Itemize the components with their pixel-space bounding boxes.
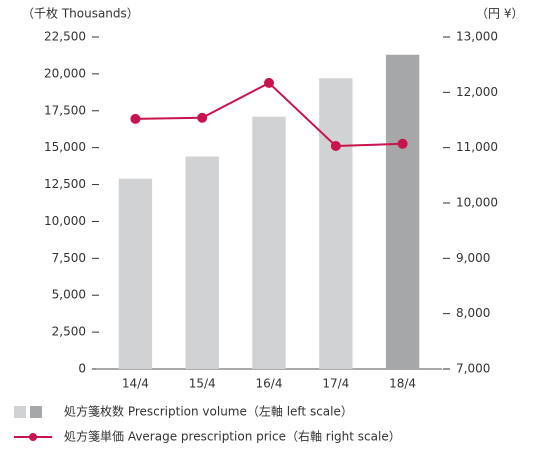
- legend-swatch: [29, 433, 37, 441]
- y-tick-label: 10,000: [44, 214, 86, 228]
- y-tick-label: 2,500: [52, 325, 86, 339]
- y2-axis-label: （円 ¥）: [476, 7, 523, 21]
- bar: [252, 116, 286, 370]
- y-tick-label: 20,000: [44, 66, 86, 80]
- point: [330, 141, 341, 152]
- point: [264, 77, 274, 88]
- y-tick-label: 5,000: [52, 288, 86, 302]
- y-tick-label: 15,000: [44, 140, 86, 154]
- bar: [118, 178, 153, 369]
- y2-tick-label: 10,000: [456, 196, 498, 210]
- x-tick-label: 14/4: [122, 377, 149, 391]
- point: [197, 112, 208, 123]
- legend-label: 処方箋枚数 Prescription volume（左軸 left scale）: [64, 404, 353, 419]
- y2-tick-label: 11,000: [456, 140, 498, 154]
- x-tick-label: 16/4: [256, 377, 283, 391]
- point: [397, 138, 408, 149]
- y2-tick-label: 8,000: [456, 306, 490, 320]
- bar: [185, 156, 219, 369]
- y2-tick-label: 12,000: [456, 85, 498, 99]
- x-tick-label: 15/4: [189, 377, 216, 391]
- x-tick-label: 18/4: [389, 377, 416, 391]
- y-tick-label: 12,500: [44, 177, 86, 191]
- point: [130, 113, 141, 124]
- legend-label: 処方箋単価 Average prescription price（右軸 righ…: [64, 429, 401, 444]
- y2-tick-label: 9,000: [456, 251, 490, 265]
- y-tick-label: 7,500: [52, 251, 86, 265]
- legend-swatch: [30, 406, 42, 418]
- bar: [385, 54, 420, 369]
- y-tick-label: 0: [78, 362, 86, 376]
- y-tick-label: 22,500: [44, 30, 86, 44]
- y-tick-label: 17,500: [44, 103, 86, 117]
- y2-tick-label: 7,000: [456, 362, 490, 376]
- y-axis-label: （千枚 Thousands）: [22, 6, 139, 21]
- legend-swatch: [14, 406, 26, 418]
- x-tick-label: 17/4: [322, 377, 349, 391]
- y2-tick-label: 13,000: [456, 30, 498, 44]
- bar: [319, 78, 353, 369]
